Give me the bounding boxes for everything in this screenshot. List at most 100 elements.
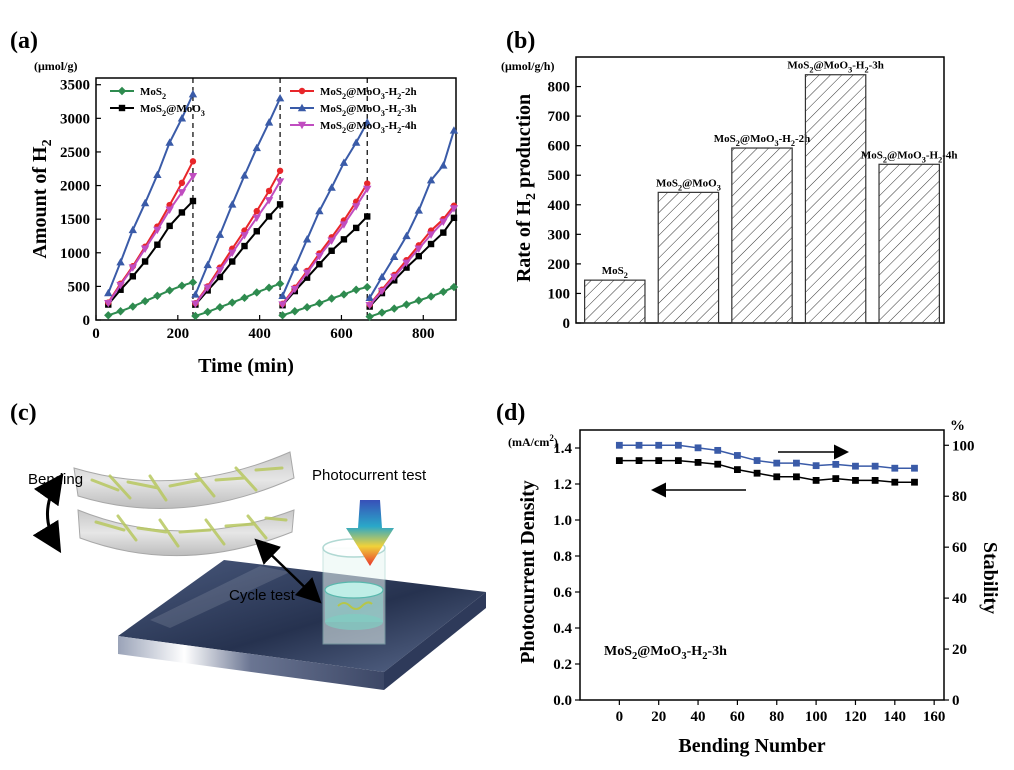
panel-a-legend-label: MoS2@MoO3	[140, 103, 205, 118]
panel-d-y-tick-label: 0.6	[553, 585, 572, 601]
panel-a-series-group	[104, 172, 459, 310]
panel-a-data-point	[377, 272, 387, 281]
panel-a-y-tick-label: 3000	[60, 111, 90, 127]
panel-a-data-point	[264, 283, 274, 292]
panel-a-x-tick-label: 400	[248, 326, 271, 342]
panel-d-data-point	[753, 457, 761, 464]
panel-d-y2-tick-label: 20	[952, 642, 967, 658]
panel-a-legend-label: MoS2	[140, 86, 166, 101]
panel-a-data-point	[426, 175, 436, 184]
panel-a-data-point	[315, 252, 324, 261]
panel-a-data-point	[339, 290, 349, 299]
panel-c: (c)	[10, 400, 486, 690]
panel-a-data-point	[275, 178, 285, 186]
bending-label: Bending	[28, 471, 83, 488]
panel-a-x-tick-label: 200	[167, 326, 190, 342]
panel-d-y-unit: (mA/cm2)	[508, 433, 558, 449]
panel-d-data-point	[773, 473, 781, 481]
panel-a-data-point	[402, 231, 411, 240]
panel-d-annotation: MoS2@MoO3-H2-3h	[604, 644, 727, 662]
panel-a-data-point	[104, 299, 113, 308]
panel-d-y-tick-label: 0.4	[553, 621, 572, 637]
panel-a-axes: 0 200 400 600 800 0 500 1000 1500 2000 2500 3000 350…	[60, 77, 457, 342]
panel-d-x-tick-label: 140	[884, 709, 907, 725]
panel-a-legend-marker	[298, 87, 306, 95]
panel-c-label: (c)	[10, 400, 37, 426]
panel-d-label: (d)	[496, 400, 525, 426]
panel-a-data-point	[215, 267, 225, 275]
panel-a-data-point	[264, 197, 274, 205]
panel-a-data-point	[426, 231, 436, 239]
beaker-illustration	[322, 538, 386, 645]
panel-a-data-point	[140, 198, 150, 207]
panel-a-data-point	[302, 303, 312, 312]
panel-d-x-tick-label: 120	[844, 709, 867, 725]
panel-a-y-tick-label: 2000	[60, 179, 90, 195]
panel-a-data-point	[290, 307, 300, 316]
panel-a-legend-label: MoS2@MoO3-H2-2h	[320, 86, 417, 101]
panel-a-data-point	[128, 225, 138, 234]
light-beam-illustration	[346, 500, 394, 566]
panel-b-bar-label: MoS2@MoO3-H2-3h	[787, 60, 884, 75]
panel-b-bar-label: MoS2@MoO3	[656, 177, 721, 192]
panel-d-data-point	[891, 478, 899, 486]
panel-d-data-point	[753, 469, 761, 477]
panel-d-data-point	[615, 441, 623, 449]
panel-a-data-point	[191, 300, 200, 309]
panel-a-data-point	[141, 258, 149, 265]
panel-a-y-tick-label: 3500	[60, 78, 90, 94]
panel-a-data-point	[290, 285, 300, 294]
panel-b-bars: MoS2 MoS2@MoO3 MoS2@MoO3-H2-2h MoS2@MoO3-H2…	[584, 60, 957, 324]
panel-a-data-point	[165, 138, 174, 146]
panel-a-data-point	[166, 222, 173, 230]
panel-d-x-tick-label: 160	[923, 709, 946, 725]
panel-b: (b) (μmol/g/h) 0 100 200 300 400 500 600 700 800…	[501, 28, 957, 332]
panel-a-data-point	[278, 311, 287, 320]
panel-d-x-tick-label: 100	[805, 709, 828, 725]
panel-a-data-point	[414, 296, 423, 305]
panel-a-x-tick-label: 800	[412, 326, 435, 342]
panel-d-data-point	[852, 462, 859, 470]
panel-a-data-point	[252, 214, 261, 223]
panel-a-series-group	[104, 89, 459, 302]
panel-a-data-point	[278, 301, 287, 309]
panel-a-data-point	[215, 303, 225, 312]
panel-d-y2-tick-label: 40	[952, 591, 967, 607]
panel-b-bar	[804, 74, 867, 324]
panel-d-y-tick-label: 0.2	[553, 657, 572, 673]
panel-a-data-point	[252, 143, 261, 152]
panel-a-data-point	[402, 300, 411, 309]
panel-d-axes: 0 20 40 60 80 100 120 140 160 0.0 0.2 0.4 0.6 0.8 1.0 1…	[553, 429, 975, 725]
panel-a-data-point	[364, 213, 371, 220]
panel-d-series	[615, 441, 918, 486]
panel-a-data-point	[415, 252, 422, 260]
panel-d-y-tick-label: 0.8	[553, 549, 572, 565]
panel-d-y2-tick-label: 60	[952, 540, 967, 556]
panel-d-data-point	[871, 462, 879, 470]
panel-a-data-point	[188, 278, 198, 287]
panel-a-data-point	[339, 221, 349, 229]
bent-sheets-illustration	[73, 451, 295, 557]
panel-d-data-point	[812, 462, 820, 470]
panel-a-data-point	[351, 138, 361, 146]
panel-d-photocurrent-series	[615, 457, 918, 486]
panel-a-data-point	[252, 288, 261, 297]
panel-a-data-point	[390, 273, 399, 282]
panel-a-data-point	[228, 298, 237, 307]
panel-b-bar	[657, 191, 720, 324]
panel-a-data-point	[340, 236, 348, 243]
panel-a-data-point	[365, 312, 374, 321]
panel-a-y-tick-label: 1500	[60, 212, 90, 228]
panel-d-data-point	[832, 460, 840, 468]
panel-a-data-point	[191, 311, 200, 321]
panel-d-data-point	[615, 457, 623, 464]
panel-a-data-point	[215, 230, 225, 238]
panel-a-data-point	[253, 207, 260, 215]
panel-d-data-point	[714, 460, 722, 468]
panel-b-label: (b)	[506, 28, 535, 54]
panel-d-data-point	[635, 457, 643, 464]
panel-d-data-point	[793, 459, 800, 467]
panel-a-data-point	[365, 293, 374, 302]
panel-d-x-tick-label: 20	[651, 709, 666, 725]
